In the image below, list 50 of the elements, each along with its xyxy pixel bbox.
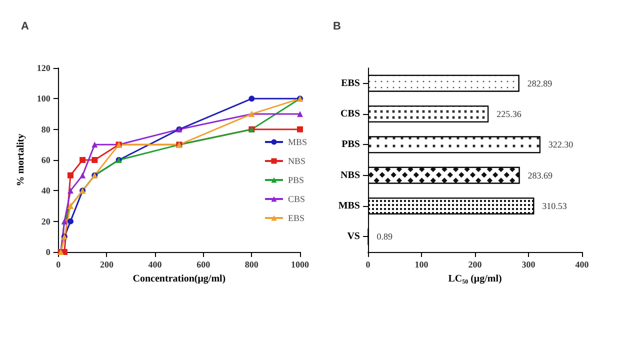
point bbox=[67, 172, 74, 178]
data-label: 322.30 bbox=[548, 140, 574, 150]
x-tick-label: 100 bbox=[414, 260, 429, 270]
point bbox=[67, 218, 74, 224]
legend-label: NBS bbox=[288, 156, 306, 166]
legend-label: EBS bbox=[288, 213, 305, 223]
point bbox=[80, 172, 86, 178]
x-axis-title: Concentration(μg/ml) bbox=[132, 273, 226, 284]
y-tick-label: PBS bbox=[342, 139, 360, 150]
y-tick-label: CBS bbox=[340, 108, 360, 120]
data-label: 310.53 bbox=[542, 201, 568, 211]
point bbox=[80, 157, 86, 163]
y-tick-label: MBS bbox=[338, 200, 360, 212]
y-tick-label: 40 bbox=[41, 186, 51, 196]
y-tick-label: 120 bbox=[36, 63, 51, 73]
y-tick-label: 60 bbox=[41, 155, 51, 165]
y-tick-label: 80 bbox=[41, 124, 51, 134]
y-tick-label: 100 bbox=[36, 94, 51, 104]
point bbox=[92, 142, 98, 148]
x-tick-label: 800 bbox=[244, 260, 259, 270]
chart-title: B bbox=[333, 20, 341, 32]
x-tick-label: 200 bbox=[468, 260, 482, 270]
x-tick-label: 200 bbox=[100, 260, 114, 270]
x-tick-label: 1000 bbox=[291, 260, 310, 270]
data-label: 0.89 bbox=[376, 232, 393, 242]
point bbox=[92, 157, 98, 163]
data-label: 225.36 bbox=[496, 109, 522, 119]
x-tick-label: 400 bbox=[148, 260, 162, 270]
y-tick-label: VS bbox=[347, 231, 360, 242]
y-tick-label: 20 bbox=[41, 216, 51, 226]
x-tick-label: 0 bbox=[56, 260, 62, 270]
legend-label: CBS bbox=[288, 194, 306, 204]
x-tick-label: 400 bbox=[575, 260, 590, 270]
point bbox=[297, 111, 303, 117]
y-tick-label: EBS bbox=[341, 78, 360, 89]
data-label: 283.69 bbox=[528, 170, 554, 180]
x-tick-label: 300 bbox=[522, 260, 536, 270]
legend-label: PBS bbox=[288, 175, 304, 185]
x-tick-label: 0 bbox=[366, 260, 371, 270]
point bbox=[248, 96, 255, 102]
y-tick-label: NBS bbox=[340, 170, 360, 181]
x-axis-title: LC₅₀ (μg/ml) bbox=[448, 273, 502, 284]
x-tick-label: 600 bbox=[196, 260, 211, 270]
point bbox=[297, 126, 303, 132]
legend-label: MBS bbox=[288, 137, 308, 147]
chart-title: A bbox=[21, 20, 29, 32]
y-tick-label: 0 bbox=[46, 247, 51, 257]
y-axis-title: % mortality bbox=[16, 134, 26, 186]
data-label: 282.89 bbox=[527, 78, 553, 88]
point bbox=[67, 188, 74, 194]
